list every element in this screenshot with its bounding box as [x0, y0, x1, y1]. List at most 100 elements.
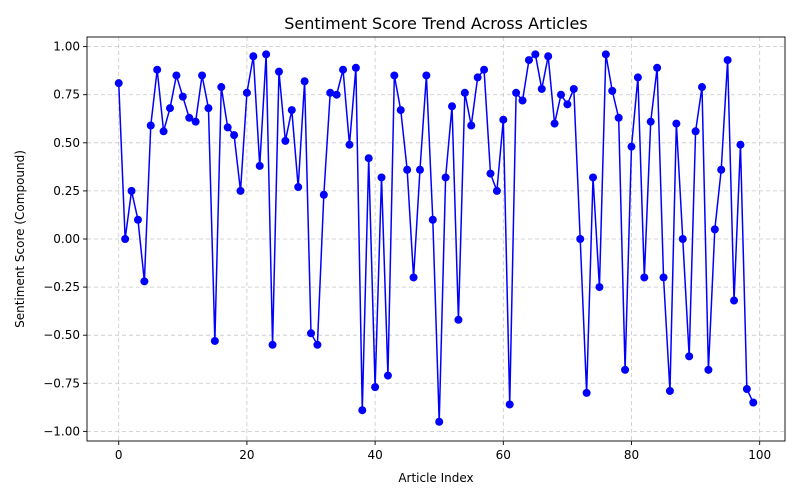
data-point [646, 117, 655, 126]
data-point [659, 273, 668, 282]
data-point [351, 63, 360, 72]
data-point [460, 88, 469, 97]
data-point [242, 88, 251, 97]
data-point [524, 56, 533, 65]
y-tick-label: 0.25 [53, 184, 80, 198]
x-axis-label: Article Index [398, 471, 473, 485]
x-tick-label: 80 [624, 448, 639, 462]
data-point [595, 283, 604, 292]
data-point [678, 235, 687, 243]
data-point [454, 315, 463, 324]
data-point [512, 88, 521, 97]
data-point [428, 215, 437, 224]
data-point [691, 127, 700, 136]
data-point [198, 71, 207, 80]
data-point [300, 77, 309, 86]
data-point [653, 63, 662, 72]
data-point [685, 352, 694, 361]
y-tick-label: −1.00 [43, 424, 80, 438]
y-tick-label: 1.00 [53, 40, 80, 54]
y-tick-label: −0.50 [43, 328, 80, 342]
y-axis-label: Sentiment Score (Compound) [13, 150, 27, 328]
x-tick-label: 20 [239, 448, 254, 462]
data-point [396, 106, 405, 115]
data-point [268, 340, 277, 349]
series-line [117, 53, 754, 423]
data-point [114, 79, 123, 88]
series-layer [114, 50, 758, 426]
data-point [467, 121, 476, 130]
data-point [723, 56, 732, 65]
data-point [127, 186, 136, 195]
data-point [166, 104, 175, 113]
data-point [403, 165, 412, 174]
data-point [627, 142, 636, 151]
data-point [287, 106, 296, 115]
data-point [441, 173, 450, 182]
data-point [332, 90, 341, 99]
data-point [633, 73, 642, 82]
data-point [313, 340, 322, 349]
data-point [383, 371, 392, 380]
data-point [480, 65, 489, 74]
data-point [191, 117, 200, 126]
data-point [473, 73, 482, 82]
data-point [185, 113, 194, 122]
data-point [140, 277, 149, 286]
data-point [563, 100, 572, 109]
data-point [665, 386, 674, 395]
data-point [730, 296, 739, 305]
data-point [210, 336, 219, 345]
data-point [236, 186, 245, 195]
data-point [390, 71, 399, 80]
data-point [672, 119, 681, 128]
data-point [294, 183, 303, 192]
data-point [281, 136, 290, 145]
x-tick-label: 40 [367, 448, 382, 462]
data-point [608, 86, 617, 95]
data-point [601, 50, 610, 59]
y-tick-label: −0.25 [43, 280, 80, 294]
data-point [537, 84, 546, 93]
data-point [230, 131, 239, 140]
data-point [435, 417, 444, 426]
data-point [178, 92, 187, 101]
data-point [710, 225, 719, 234]
data-point [319, 190, 328, 199]
data-point [518, 96, 527, 105]
data-point [614, 113, 623, 122]
data-point [531, 50, 540, 59]
data-point [582, 388, 591, 397]
y-tick-label: 0.00 [53, 232, 80, 246]
data-point [704, 365, 713, 374]
data-point [505, 400, 514, 409]
data-point [736, 140, 745, 149]
data-point [326, 88, 335, 97]
data-point [217, 83, 226, 92]
data-point [569, 84, 578, 93]
x-tick-label: 0 [115, 448, 123, 462]
data-point [717, 165, 726, 174]
data-point [121, 235, 130, 243]
data-point [133, 215, 142, 224]
data-point [550, 119, 559, 128]
data-point [307, 329, 316, 338]
data-point [556, 90, 565, 99]
data-point [415, 165, 424, 174]
data-point [371, 383, 380, 392]
data-point [621, 365, 630, 374]
data-point [544, 52, 553, 61]
data-point [146, 121, 155, 130]
data-point [377, 173, 386, 182]
y-tick-label: −0.75 [43, 376, 80, 390]
x-tick-label: 60 [496, 448, 511, 462]
data-point [172, 71, 181, 80]
chart-title: Sentiment Score Trend Across Articles [284, 14, 587, 33]
data-point [159, 127, 168, 136]
y-tick-label: 0.50 [53, 136, 80, 150]
y-tick-label: 0.75 [53, 88, 80, 102]
data-point [749, 398, 758, 407]
data-point [486, 169, 495, 178]
